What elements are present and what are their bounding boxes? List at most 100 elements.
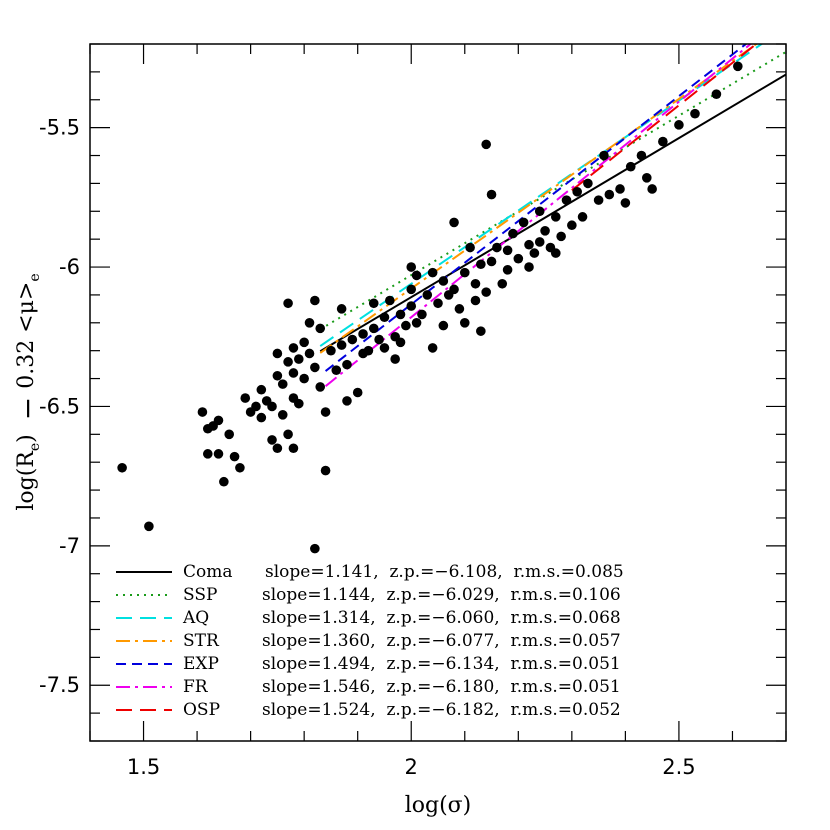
legend-name-exp: EXP [183,654,219,674]
data-point [368,323,379,334]
data-point [497,278,508,289]
data-point [518,217,529,228]
data-point [486,189,497,200]
legend-label-fr: slope=1.546, z.p.=−6.180, r.m.s.=0.051 [262,677,621,697]
data-point [481,139,491,150]
data-point [368,298,379,309]
data-point [315,382,326,392]
legend-label-str: slope=1.360, z.p.=−6.077, r.m.s.=0.057 [262,631,621,651]
data-point [272,443,283,454]
data-point [422,290,433,300]
data-point [144,521,154,532]
data-point [427,343,438,353]
data-point [342,359,352,370]
data-point [288,368,299,378]
y-axis-title-sub-e: e [27,443,43,451]
data-point [642,173,652,183]
data-point [390,354,400,364]
data-point [213,449,224,459]
data-point [342,396,352,406]
data-point [395,309,406,320]
data-point [406,284,417,295]
data-point [320,465,331,476]
data-point [240,393,251,403]
data-point [658,136,668,147]
data-point [647,184,657,194]
data-point [213,415,224,426]
data-point [733,61,743,72]
data-point [294,354,304,364]
legend-name-ssp: SSP [183,585,217,605]
data-point [449,284,459,295]
data-point [283,298,293,309]
fit-line-exp [324,44,748,372]
data-point [283,357,293,367]
y-axis-title-part-c: ) [14,420,39,443]
data-point [411,270,422,281]
data-point [534,237,545,247]
data-point [219,476,229,487]
data-point [385,295,395,306]
data-point [459,318,470,328]
legend-label-exp: slope=1.494, z.p.=−6.134, r.m.s.=0.051 [262,654,621,674]
legend-name-str: STR [183,631,220,651]
data-point [374,334,384,345]
data-point [604,189,615,200]
data-point [550,212,561,222]
data-point [492,242,502,253]
data-point [690,108,700,119]
legend-name-osp: OSP [183,700,220,720]
data-point [572,186,582,197]
data-point [224,429,234,440]
data-point [599,150,609,161]
y-tick-label: -6.5 [39,394,80,418]
y-axis-title-part-e: 0.32 <μ> [14,282,39,389]
data-point [267,435,277,445]
data-point [336,304,347,314]
x-tick-label: 2 [405,755,418,779]
axis-ticks [89,43,787,742]
data-point [117,462,127,473]
data-point [534,206,545,217]
data-point [406,301,417,311]
data-point [202,449,213,459]
legend-label-coma: slope=1.141, z.p.=−6.108, r.m.s.=0.085 [265,562,624,582]
data-point [411,318,422,328]
data-point [625,161,636,172]
data-point [529,248,540,258]
data-point [277,379,288,389]
plot-frame [89,43,787,742]
data-point [476,259,486,270]
data-point [283,429,293,440]
data-point [320,407,331,417]
data-point [502,245,513,256]
data-point [395,337,406,348]
data-point [540,225,550,236]
data-point [352,387,363,398]
data-point [379,343,390,353]
data-point [508,228,518,239]
y-tick-label: -7.5 [39,673,80,697]
x-axis-title: log(σ) [405,793,472,818]
tick-labels: 1.5 2 2.5 -5.5 -6 -6.5 -7 -7.5 [39,116,696,779]
fit-line-aq [319,44,764,347]
data-point [401,320,411,331]
data-point [438,320,449,331]
data-point [310,295,320,306]
data-points [117,61,743,554]
data-point [577,212,588,222]
legend-name-fr: FR [183,677,209,697]
data-point [476,326,486,336]
data-point [513,253,524,264]
data-point [481,287,491,297]
x-tick-label: 1.5 [127,755,160,779]
data-point [267,401,277,412]
data-point [310,543,320,554]
data-point [583,178,593,189]
data-point [427,267,438,278]
data-point [433,298,443,309]
data-point [379,312,390,323]
data-point [470,278,481,289]
data-point [256,412,267,423]
data-point [315,323,326,334]
